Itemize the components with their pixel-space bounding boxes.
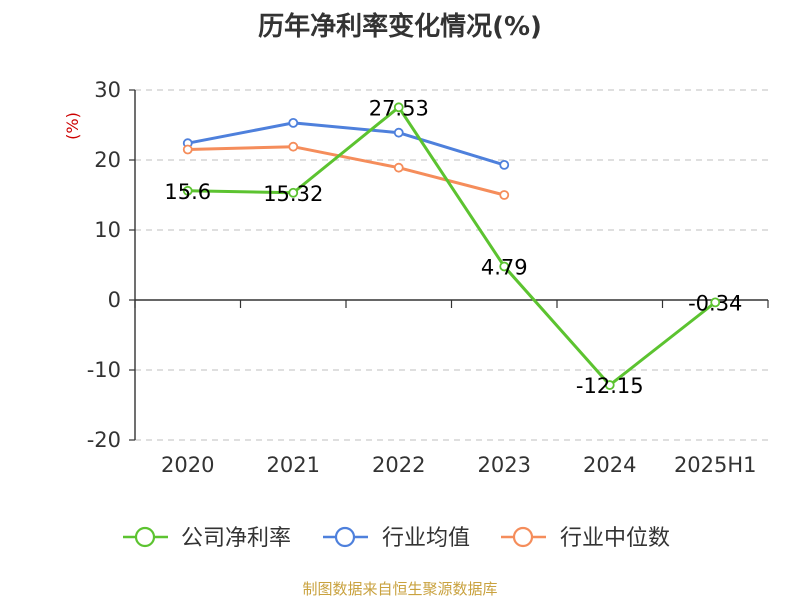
series-line [187, 145, 505, 197]
x-tick-label: 2024 [583, 453, 636, 477]
data-labels: 15.6 15.32 27.53 4.79 -12.15 -0.34 [164, 96, 742, 398]
data-point [288, 118, 299, 128]
y-tick-label: 0 [108, 288, 121, 312]
legend-label: 行业均值 [382, 526, 470, 551]
data-point [182, 144, 193, 155]
legend-swatch-marker [334, 526, 356, 548]
y-tick-label: -20 [87, 428, 121, 452]
x-tick-label: 2021 [267, 453, 320, 477]
data-label: 4.79 [481, 255, 528, 279]
y-tick-label: 20 [94, 148, 121, 172]
y-axis-unit-label: (%) [63, 112, 82, 140]
gridlines [135, 89, 768, 441]
data-point [288, 187, 299, 198]
data-label: -12.15 [576, 374, 644, 398]
data-point [393, 102, 404, 113]
y-tick-label: 10 [94, 218, 121, 242]
series-line [187, 121, 505, 167]
data-label: 15.32 [263, 182, 323, 206]
data-label: 15.6 [164, 180, 211, 204]
data-point [182, 185, 193, 196]
y-tick-label: 30 [94, 78, 121, 102]
axes: 30 20 10 0 -10 -20 2020 2021 2022 2023 2024 2025H1 [87, 78, 769, 477]
x-tick-label: 2020 [161, 453, 214, 477]
data-label: -0.34 [688, 291, 742, 315]
data-point [710, 297, 721, 308]
data-point [499, 261, 510, 272]
x-tick-label: 2025H1 [674, 453, 757, 477]
data-point [393, 127, 404, 138]
legend-label: 行业中位数 [560, 526, 670, 551]
legend-swatch-marker [134, 526, 156, 548]
legend-label: 公司净利率 [181, 526, 291, 551]
data-point [499, 159, 510, 170]
y-tick-label: -10 [87, 358, 121, 382]
data-label: 27.53 [369, 96, 429, 120]
data-point [288, 141, 299, 152]
data-point [393, 162, 404, 173]
x-tick-label: 2022 [372, 453, 425, 477]
data-point [499, 190, 510, 200]
series-lines [182, 102, 721, 390]
legend-swatch-marker [512, 526, 534, 548]
data-point [604, 380, 615, 390]
legend: 公司净利率 行业均值 行业中位数 [123, 526, 670, 551]
series-line [187, 105, 717, 387]
x-tick-label: 2023 [478, 453, 531, 477]
source-note: 制图数据来自恒生聚源数据库 [302, 580, 498, 598]
chart-title: 历年净利率变化情况(%) [258, 12, 542, 42]
